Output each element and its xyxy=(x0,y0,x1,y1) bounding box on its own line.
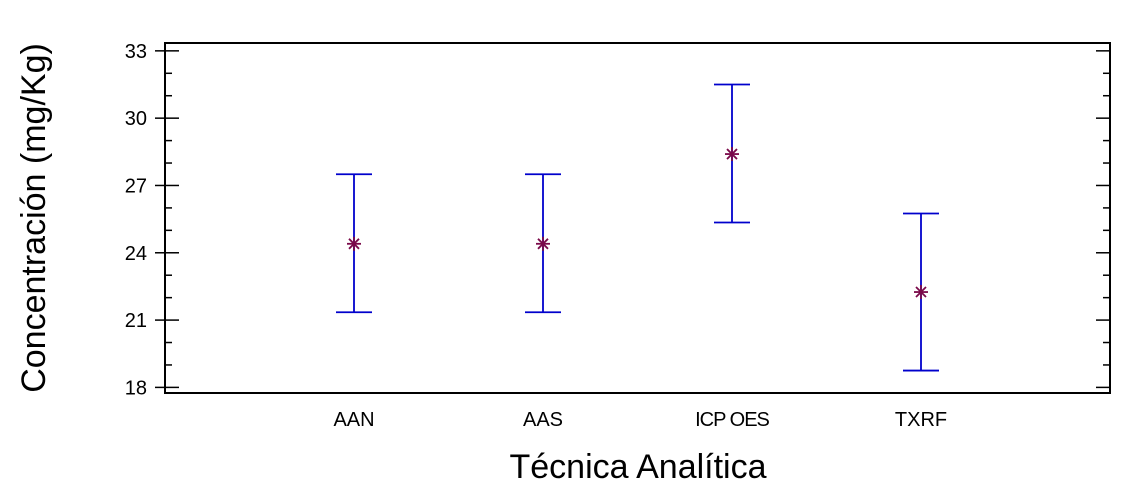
y-tick-label: 21 xyxy=(125,310,147,332)
y-axis-title: Concentración (mg/Kg) xyxy=(15,43,53,393)
mean-point xyxy=(347,236,361,251)
y-tick-label: 24 xyxy=(125,243,147,265)
y-tick-label: 27 xyxy=(125,175,147,197)
mean-point xyxy=(914,285,928,300)
y-tick-label: 30 xyxy=(125,108,147,130)
mean-marker-stroke xyxy=(537,238,549,250)
data-marks xyxy=(336,83,939,372)
x-tick-label: ICP OES xyxy=(695,409,769,431)
mean-point xyxy=(536,236,550,251)
x-tick-label: TXRF xyxy=(895,409,947,431)
mean-marker-stroke xyxy=(915,286,927,298)
x-tick-label: AAN xyxy=(333,409,374,431)
x-tick-label: AAS xyxy=(523,409,563,431)
mean-marker-stroke xyxy=(348,238,360,250)
x-axis-title: Técnica Analítica xyxy=(509,448,766,484)
y-tick-label: 18 xyxy=(125,377,147,399)
y-tick-label: 33 xyxy=(125,41,147,63)
y-axis: 18 21 24 27 30 33 xyxy=(125,41,1110,399)
plot-frame xyxy=(164,42,1111,394)
x-axis: AAN AAS ICP OES TXRF xyxy=(333,409,947,431)
mean-marker-stroke xyxy=(726,148,738,160)
mean-point xyxy=(725,147,739,162)
